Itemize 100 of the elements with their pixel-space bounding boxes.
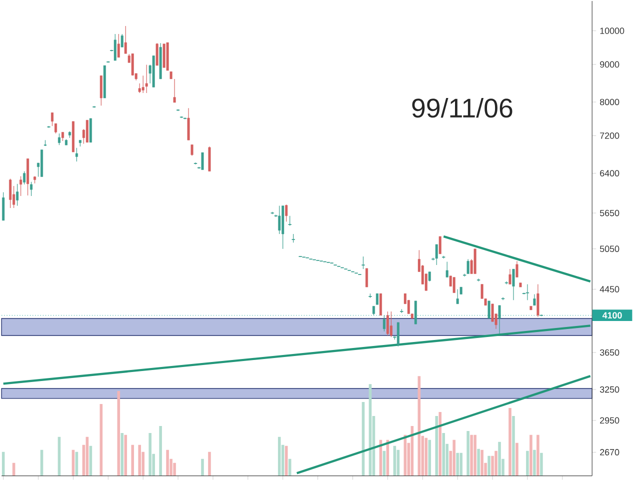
bar [477, 449, 480, 476]
candlestick [456, 289, 459, 304]
bar [516, 443, 518, 476]
bar [452, 440, 456, 476]
bar [201, 459, 204, 476]
candlestick [54, 123, 57, 134]
candlestick [162, 44, 166, 68]
bar [530, 435, 532, 476]
y-tick-label: 5650 [600, 210, 620, 216]
bar [512, 416, 515, 476]
y-tick-label: 3250 [600, 386, 620, 393]
candlestick [278, 206, 281, 235]
bar [418, 376, 421, 476]
candlestick [23, 171, 26, 185]
text: 99/11/06 [412, 98, 512, 118]
candlestick [124, 26, 127, 54]
candlestick [498, 305, 501, 334]
bar [466, 431, 470, 476]
bar [460, 453, 462, 476]
candlestick [438, 236, 442, 254]
bar [428, 440, 432, 476]
bar [148, 433, 152, 476]
candlestick [9, 178, 12, 208]
y-tick-label: 2670 [600, 449, 620, 456]
candlestick [89, 118, 92, 143]
y-tick-label: 2950 [600, 417, 620, 424]
bar [474, 435, 476, 476]
candlestick [50, 112, 54, 127]
y-tick-label: 3650 [600, 350, 620, 356]
bar [526, 451, 529, 476]
bar [278, 437, 281, 476]
candlestick [376, 293, 378, 306]
bar [117, 391, 120, 476]
candlestick [414, 300, 417, 325]
candlestick [361, 256, 366, 270]
candlestick [145, 64, 148, 94]
candlestick [201, 152, 204, 170]
y-tick-label: 9000 [600, 61, 620, 68]
bar [173, 463, 176, 476]
candlestick [114, 34, 116, 62]
bar [208, 452, 211, 476]
candlestick [382, 315, 386, 332]
candlestick [16, 184, 19, 206]
candlestick [525, 284, 530, 301]
ref-line-label: 4100 [602, 312, 622, 319]
candlestick [365, 268, 368, 288]
candlestick [75, 148, 78, 162]
candlestick [30, 182, 33, 196]
candlestick [156, 43, 158, 66]
bar [435, 416, 438, 476]
bar [480, 450, 484, 476]
y-tick-label: 8000 [600, 99, 620, 106]
candlestick [58, 133, 60, 146]
bar [138, 445, 141, 476]
bar [533, 450, 536, 476]
candlestick [138, 83, 141, 94]
candlestick [512, 268, 515, 301]
bar [508, 408, 512, 476]
bar [120, 433, 124, 476]
bar [498, 442, 501, 476]
candlestick [452, 277, 456, 294]
candlestick [187, 108, 190, 141]
candlestick [516, 260, 518, 278]
candlestick [131, 54, 134, 76]
candlestick [379, 293, 382, 316]
y-tick-label: 6400 [600, 170, 620, 177]
candlestick [491, 304, 494, 322]
candlestick [476, 278, 481, 282]
y-tick-label: 5050 [600, 246, 620, 252]
y-tick-label: 10000 [600, 28, 624, 34]
bar [284, 446, 288, 476]
candlestick [428, 272, 431, 282]
candlestick [142, 76, 144, 94]
bar [488, 456, 490, 476]
candlestick [208, 146, 211, 172]
bar [438, 412, 442, 476]
candlestick [435, 244, 438, 266]
candlestick [120, 34, 124, 48]
candlestick [536, 284, 540, 318]
bar [456, 453, 459, 476]
bar [424, 438, 428, 476]
bar [540, 453, 543, 476]
bar [470, 435, 473, 476]
candlestick [466, 259, 470, 274]
candlestick [190, 144, 194, 156]
candlestick [372, 306, 375, 316]
y-tick-label: 4450 [600, 286, 620, 293]
bar [124, 435, 128, 476]
bar [159, 426, 162, 476]
candlestick [100, 76, 102, 106]
candlestick [396, 322, 400, 347]
candlestick [508, 268, 512, 285]
candlestick [390, 311, 392, 338]
candlestick [446, 262, 448, 278]
bar [131, 445, 134, 476]
candlestick [117, 34, 120, 58]
candlestick [288, 216, 292, 226]
y-tick-label: 7200 [600, 132, 620, 140]
bar [288, 459, 292, 476]
candlestick [20, 176, 22, 196]
